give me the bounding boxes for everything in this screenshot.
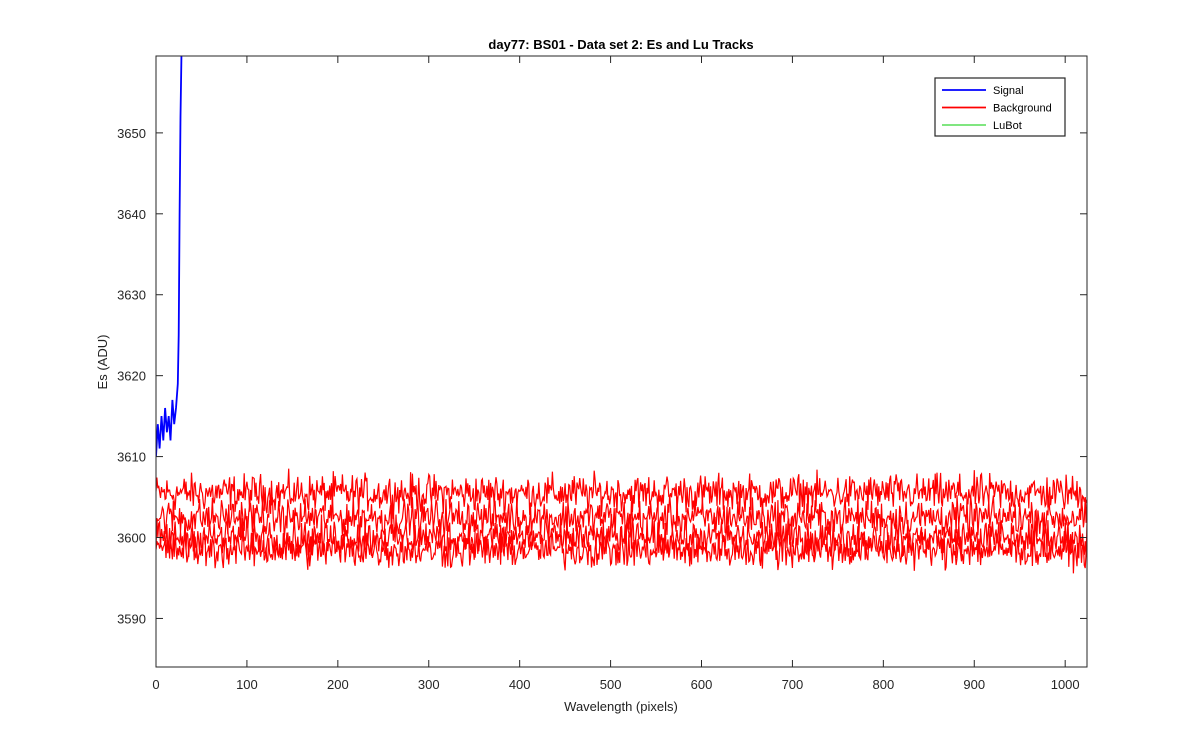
legend: Signal Background LuBot: [934, 77, 1066, 137]
plot-area: [156, 56, 1087, 574]
x-axis-ticks: 0 100 200 300 400 500 600 700 800 900 1000: [152, 56, 1080, 692]
x-tick-label: 900: [963, 677, 985, 692]
x-tick-label: 700: [782, 677, 804, 692]
plot-series-group: [156, 56, 1087, 574]
y-tick-label: 3630: [117, 288, 146, 303]
x-tick-label: 500: [600, 677, 622, 692]
axes-box: [155, 55, 1088, 668]
y-tick-label: 3610: [117, 450, 146, 465]
x-tick-label: 200: [327, 677, 349, 692]
y-tick-label: 3620: [117, 369, 146, 384]
x-tick-label: 600: [691, 677, 713, 692]
chart-title: day77: BS01 - Data set 2: Es and Lu Trac…: [488, 37, 753, 52]
axes-frame: [155, 55, 1088, 668]
y-tick-label: 3640: [117, 207, 146, 222]
y-axis-ticks: 3590 3600 3610 3620 3630 3640 3650: [117, 126, 1087, 626]
x-tick-label: 0: [152, 677, 159, 692]
legend-label-signal: Signal: [993, 85, 1024, 97]
y-tick-label: 3600: [117, 531, 146, 546]
background-line-4: [156, 525, 1087, 574]
y-tick-label: 3650: [117, 126, 146, 141]
x-tick-label: 300: [418, 677, 440, 692]
x-tick-label: 1000: [1051, 677, 1080, 692]
x-tick-label: 100: [236, 677, 258, 692]
signal-line: [156, 56, 183, 457]
background-line-1: [156, 468, 1087, 519]
x-tick-label: 400: [509, 677, 531, 692]
x-axis-label: Wavelength (pixels): [564, 699, 678, 714]
x-tick-label: 800: [872, 677, 894, 692]
background-line-2: [156, 494, 1087, 541]
y-tick-label: 3590: [117, 611, 146, 626]
legend-label-background: Background: [993, 103, 1052, 115]
legend-label-lubot: LuBot: [993, 120, 1022, 132]
y-axis-label: Es (ADU): [95, 335, 110, 390]
